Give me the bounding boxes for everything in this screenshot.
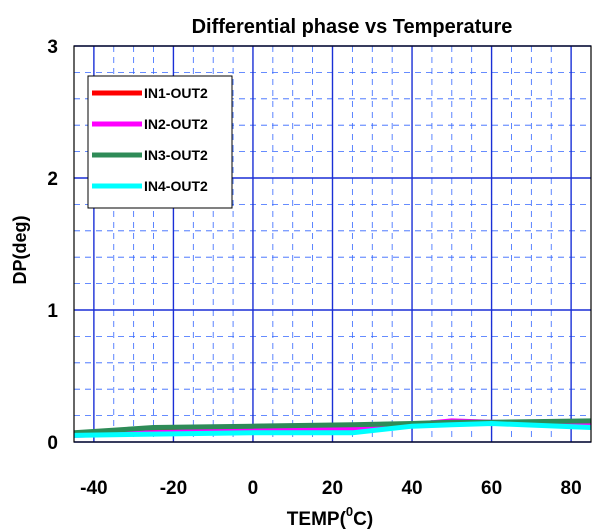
- y-tick-label: 0: [47, 433, 58, 454]
- x-axis-label-main: TEMP(: [287, 509, 347, 530]
- legend-label: IN4-OUT2: [144, 178, 208, 194]
- y-axis-label: DP(deg): [10, 216, 30, 285]
- y-tick-label: 1: [47, 301, 58, 322]
- x-tick-label: 40: [401, 478, 422, 499]
- chart-title: Differential phase vs Temperature: [192, 16, 513, 38]
- x-tick-label: 80: [561, 478, 582, 499]
- tick-labels: -40 -20 0 20 40 60 80 0 1 2 3: [47, 37, 581, 499]
- series-line-in4-out2: [73, 421, 592, 438]
- x-tick-label: 20: [322, 478, 343, 499]
- x-tick-label: 0: [248, 478, 259, 499]
- legend-label: IN2-OUT2: [144, 116, 208, 132]
- y-tick-label: 2: [47, 169, 58, 190]
- x-axis-label-superscript: 0: [346, 504, 353, 519]
- x-tick-label: -40: [80, 478, 107, 499]
- legend: IN1-OUT2 IN2-OUT2 IN3-OUT2 IN4-OUT2: [87, 75, 233, 209]
- x-axis-label-tail: C): [353, 509, 373, 530]
- x-axis-label: TEMP(0C): [287, 504, 373, 530]
- x-tick-label: 60: [481, 478, 502, 499]
- series-lines: [73, 418, 592, 438]
- legend-label: IN3-OUT2: [144, 147, 208, 163]
- plot-frame: [73, 45, 592, 443]
- legend-label: IN1-OUT2: [144, 85, 208, 101]
- y-tick-label: 3: [47, 37, 58, 58]
- x-tick-label: -20: [160, 478, 187, 499]
